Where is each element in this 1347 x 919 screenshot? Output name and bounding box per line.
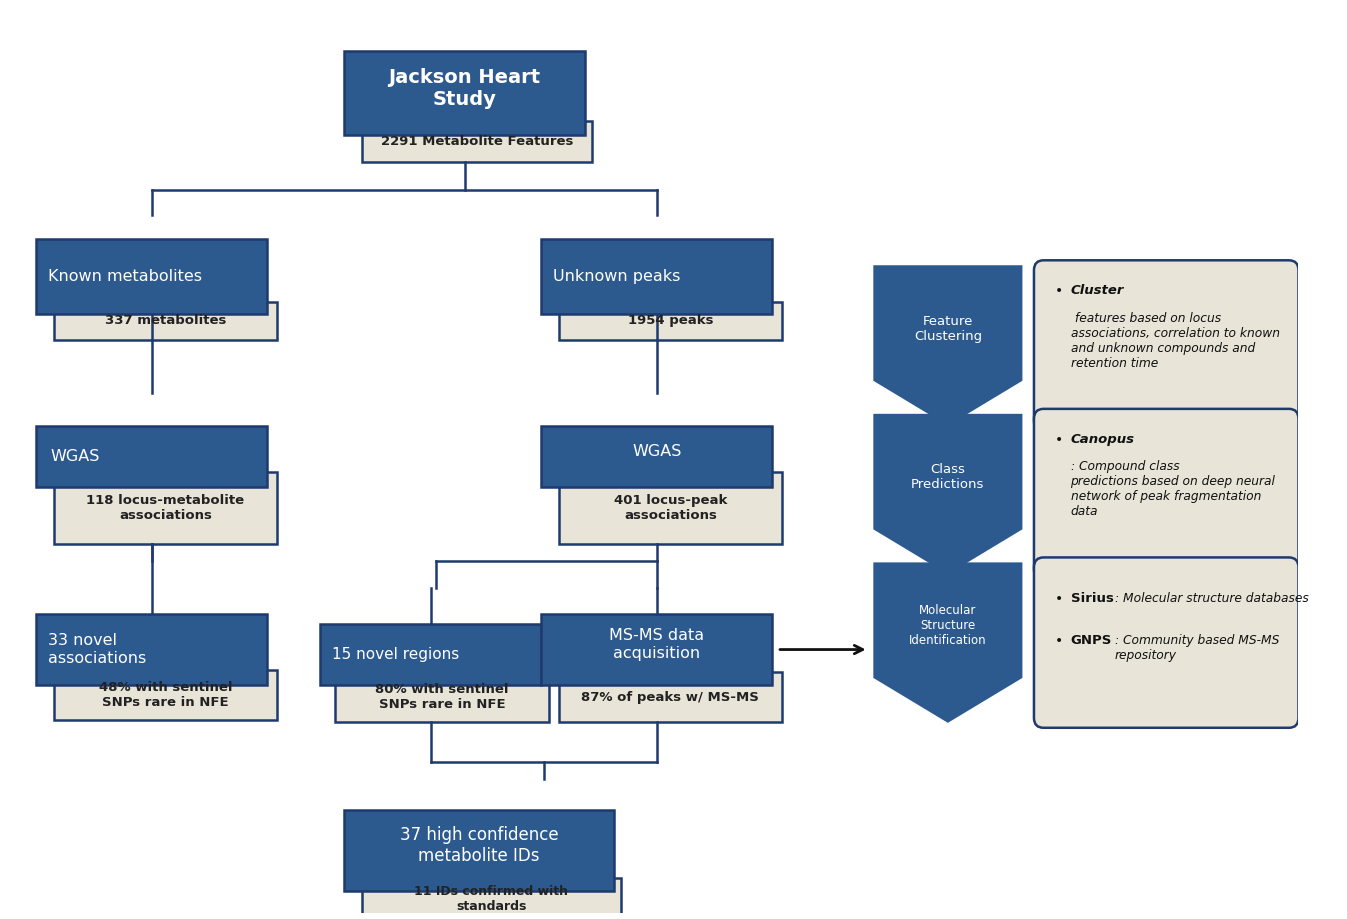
Text: 118 locus-metabolite
associations: 118 locus-metabolite associations [86, 494, 244, 522]
Text: 1954 peaks: 1954 peaks [628, 314, 713, 327]
Text: 48% with sentinel
SNPs rare in NFE: 48% with sentinel SNPs rare in NFE [98, 681, 232, 709]
FancyBboxPatch shape [541, 240, 772, 313]
FancyBboxPatch shape [361, 879, 621, 919]
Text: 15 novel regions: 15 novel regions [331, 647, 459, 662]
FancyBboxPatch shape [345, 51, 585, 135]
FancyBboxPatch shape [36, 240, 267, 313]
Text: •: • [1055, 433, 1063, 447]
Text: Sirius: Sirius [1071, 592, 1114, 605]
FancyBboxPatch shape [361, 120, 593, 163]
Polygon shape [873, 266, 1022, 425]
Text: features based on locus
associations, correlation to known
and unknown compounds: features based on locus associations, co… [1071, 312, 1280, 369]
Text: WGAS: WGAS [51, 448, 100, 464]
Text: 33 novel
associations: 33 novel associations [48, 633, 147, 665]
Text: Known metabolites: Known metabolites [48, 269, 202, 284]
FancyBboxPatch shape [1034, 260, 1299, 431]
Text: •: • [1055, 284, 1063, 298]
Text: Jackson Heart
Study: Jackson Heart Study [388, 68, 540, 109]
FancyBboxPatch shape [36, 425, 267, 487]
FancyBboxPatch shape [559, 302, 783, 339]
Text: Cluster: Cluster [1071, 284, 1123, 297]
Text: : Molecular structure databases: : Molecular structure databases [1115, 592, 1308, 605]
Text: 37 high confidence
metabolite IDs: 37 high confidence metabolite IDs [400, 826, 558, 865]
Text: 2291 Metabolite Features: 2291 Metabolite Features [381, 135, 574, 148]
FancyBboxPatch shape [541, 614, 772, 686]
Text: Canopus: Canopus [1071, 433, 1134, 446]
Text: •: • [1055, 592, 1063, 607]
Text: •: • [1055, 634, 1063, 648]
Text: WGAS: WGAS [632, 444, 682, 459]
FancyBboxPatch shape [321, 624, 541, 686]
FancyBboxPatch shape [541, 425, 772, 487]
Text: 11 IDs confirmed with
standards: 11 IDs confirmed with standards [415, 885, 568, 913]
Text: 401 locus-peak
associations: 401 locus-peak associations [614, 494, 727, 522]
Text: MS-MS data
acquisition: MS-MS data acquisition [609, 629, 704, 661]
Text: 80% with sentinel
SNPs rare in NFE: 80% with sentinel SNPs rare in NFE [376, 683, 509, 711]
FancyBboxPatch shape [36, 614, 267, 686]
Text: GNPS: GNPS [1071, 634, 1111, 647]
FancyBboxPatch shape [1034, 558, 1299, 728]
Text: Class
Predictions: Class Predictions [911, 463, 985, 492]
FancyBboxPatch shape [559, 472, 783, 543]
Text: : Compound class
predictions based on deep neural
network of peak fragmentation
: : Compound class predictions based on de… [1071, 460, 1276, 518]
Polygon shape [873, 414, 1022, 574]
Text: : Community based MS-MS
repository: : Community based MS-MS repository [1115, 634, 1280, 662]
Polygon shape [873, 562, 1022, 723]
Text: Feature
Clustering: Feature Clustering [913, 315, 982, 343]
Text: 337 metabolites: 337 metabolites [105, 314, 226, 327]
FancyBboxPatch shape [54, 472, 277, 543]
Text: Molecular
Structure
Identification: Molecular Structure Identification [909, 605, 987, 647]
FancyBboxPatch shape [1034, 409, 1299, 579]
Text: 87% of peaks w/ MS-MS: 87% of peaks w/ MS-MS [582, 690, 760, 704]
FancyBboxPatch shape [345, 810, 614, 891]
FancyBboxPatch shape [54, 302, 277, 339]
FancyBboxPatch shape [559, 673, 783, 721]
FancyBboxPatch shape [54, 670, 277, 720]
Text: Unknown peaks: Unknown peaks [554, 269, 680, 284]
FancyBboxPatch shape [334, 673, 550, 721]
